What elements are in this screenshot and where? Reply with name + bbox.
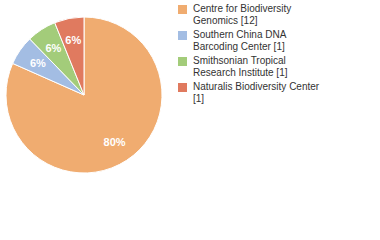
- svg-text:80%: 80%: [104, 136, 126, 148]
- html-text:Centre for Biodiversity Genomi: Centre for Biodiversity Genomics [12]: [193, 3, 292, 26]
- svg-text:6%: 6%: [30, 57, 46, 69]
- svg-text:6%: 6%: [65, 34, 81, 46]
- html-text:Smithsonian Tropical Research: Smithsonian Tropical Research Institute …: [193, 55, 288, 78]
- html-text:Southern China DNA Barcoding C: Southern China DNA Barcoding Center [1]: [193, 29, 286, 52]
- html-text:Naturalis Biodiversity Center: Naturalis Biodiversity Center [1]: [193, 81, 320, 104]
- svg-text:6%: 6%: [45, 42, 61, 54]
